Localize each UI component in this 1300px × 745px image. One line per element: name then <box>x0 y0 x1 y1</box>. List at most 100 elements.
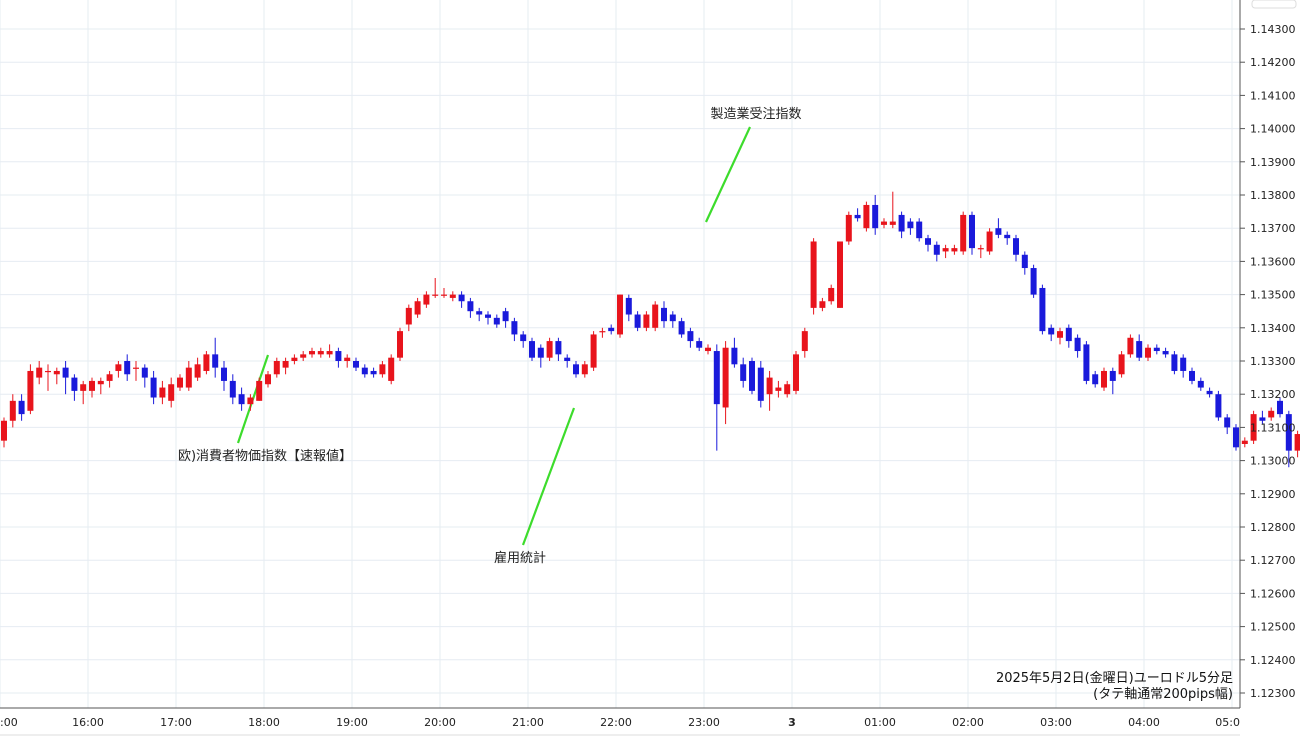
candle-body <box>18 400 25 415</box>
candle-body <box>740 364 747 381</box>
candle-body <box>1153 347 1160 352</box>
price-tick-label: 1.13500 <box>1250 289 1296 302</box>
price-tick-label: 1.14000 <box>1250 123 1296 136</box>
candle-body <box>687 331 694 342</box>
candle-body <box>185 367 192 388</box>
candle-body <box>784 384 791 395</box>
candle-body <box>177 377 183 388</box>
candle-body <box>678 321 685 335</box>
candle-body <box>300 354 307 358</box>
price-tick-label: 1.13600 <box>1250 255 1296 268</box>
candle-body <box>634 314 641 328</box>
candle-body <box>898 214 905 232</box>
candle-body <box>414 301 421 315</box>
candle-body <box>1074 337 1081 352</box>
candle-body <box>617 294 623 335</box>
annotation-label: 雇用統計 <box>494 550 546 566</box>
price-tick-label: 1.14300 <box>1250 23 1296 36</box>
candle-body <box>986 231 993 252</box>
price-tick-label: 1.13100 <box>1250 421 1296 434</box>
candle-body <box>265 374 271 385</box>
candle-body <box>564 357 571 361</box>
candle-body <box>133 367 139 369</box>
price-tick-label: 1.12900 <box>1250 488 1296 501</box>
candle-body <box>353 361 359 368</box>
event-annotations: 欧)消費者物価指数【速報値】雇用統計 製造業受注指数 <box>178 106 802 566</box>
annotation-label: 製造業受注指数 <box>710 106 801 122</box>
price-tick-label: 1.13200 <box>1250 388 1296 401</box>
candle-body <box>168 384 175 401</box>
candle-body <box>141 367 148 378</box>
candle-body <box>467 301 474 312</box>
candle-body <box>872 204 879 229</box>
candle-body <box>599 331 606 333</box>
candle-body <box>317 351 324 355</box>
candle-body <box>652 304 659 328</box>
candle-body <box>757 367 764 401</box>
annotation-leader-line <box>521 407 576 546</box>
candle-body <box>573 364 579 375</box>
candle-body <box>1145 347 1151 358</box>
candle-body <box>62 367 69 378</box>
candle-body <box>423 294 430 305</box>
candle-body <box>27 370 34 411</box>
candle-body <box>625 297 632 315</box>
candle-body <box>608 327 615 332</box>
candle-body <box>361 367 368 375</box>
price-tick-label: 1.13700 <box>1250 222 1296 235</box>
candle-body <box>1277 400 1283 415</box>
candle-body <box>97 380 104 385</box>
candle-body <box>221 367 227 381</box>
price-tick-label: 1.12600 <box>1250 587 1296 600</box>
price-tick-label: 1.14200 <box>1250 56 1296 69</box>
price-tick-label: 1.13800 <box>1250 189 1296 202</box>
candle-body <box>45 370 51 373</box>
price-scale-box <box>1251 0 1297 9</box>
candle-body <box>537 347 544 358</box>
candle-body <box>476 311 483 315</box>
candle-body <box>256 380 263 401</box>
candle-body <box>89 380 95 391</box>
time-tick-label: 20:00 <box>424 716 456 729</box>
candle-body <box>793 354 799 391</box>
price-tick-label: 1.12300 <box>1250 687 1296 700</box>
candle-body <box>212 354 219 368</box>
time-tick-label: 17:00 <box>160 716 192 729</box>
candle-body <box>1092 374 1099 385</box>
candle-body <box>1206 390 1213 395</box>
candle-body <box>511 321 518 335</box>
candle-body <box>643 314 650 328</box>
candle-body <box>713 351 720 405</box>
time-tick-label: 01:00 <box>864 716 896 729</box>
price-tick-label: 1.13400 <box>1250 322 1296 335</box>
candle-body <box>36 367 43 378</box>
candle-body <box>555 341 562 355</box>
candle-body <box>229 380 236 398</box>
candle-body <box>1259 417 1266 421</box>
candle-body <box>150 377 157 398</box>
candle-body <box>388 357 395 381</box>
time-tick-label: :00 <box>0 716 18 729</box>
candle-body <box>115 364 122 371</box>
candle-body <box>1127 337 1134 355</box>
candle-body <box>977 248 984 250</box>
candle-body <box>731 347 738 365</box>
time-tick-label: 22:00 <box>600 716 632 729</box>
candle-body <box>1004 234 1011 239</box>
time-tick-label: 21:00 <box>512 716 544 729</box>
candle-body <box>801 331 808 352</box>
candle-body <box>995 228 1002 235</box>
candle-body <box>1241 440 1248 444</box>
candle-body <box>80 384 87 391</box>
candle-body <box>1013 238 1019 255</box>
candle-body <box>881 221 887 225</box>
candle-body <box>1039 287 1046 332</box>
candle-body <box>828 287 835 302</box>
candle-body <box>1285 414 1292 451</box>
candle-body <box>1268 410 1275 418</box>
candle-body <box>194 364 201 378</box>
time-tick-label: 04:00 <box>1128 716 1160 729</box>
candle-body <box>863 204 870 229</box>
